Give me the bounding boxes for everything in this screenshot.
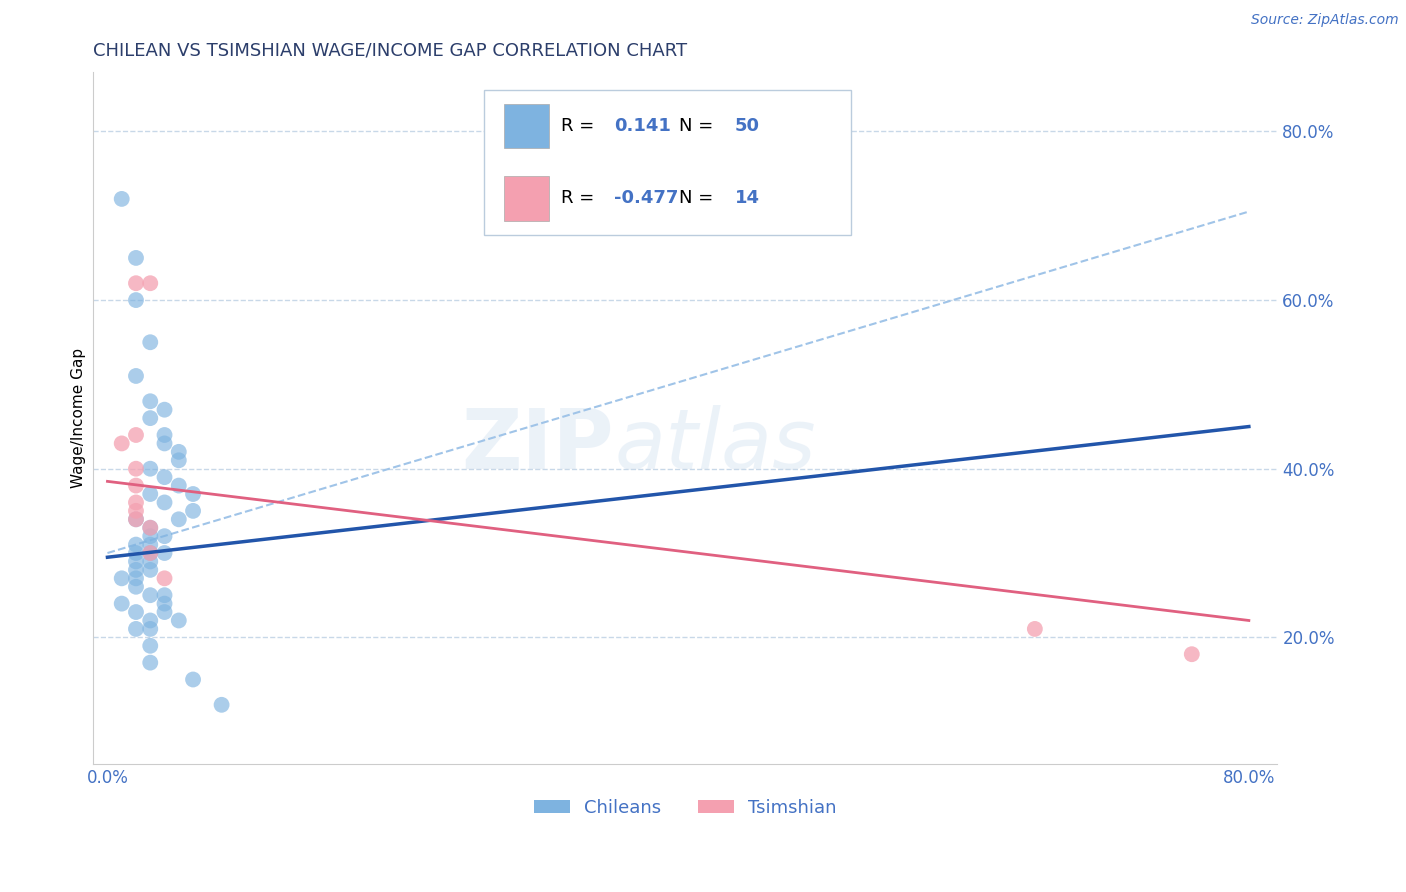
Point [139,546,162,560]
Point [125,461,148,475]
Point [167,512,190,526]
Point [111,436,134,450]
Point [125,622,148,636]
Point [125,504,148,518]
Point [125,580,148,594]
Point [111,597,134,611]
Bar [505,176,550,221]
Point [125,538,148,552]
Text: N =: N = [679,189,714,207]
Point [153,588,176,602]
Text: CHILEAN VS TSIMSHIAN WAGE/INCOME GAP CORRELATION CHART: CHILEAN VS TSIMSHIAN WAGE/INCOME GAP COR… [93,42,688,60]
Point [111,192,134,206]
Point [167,445,190,459]
Point [139,521,162,535]
Text: R =: R = [561,118,595,136]
Point [125,512,148,526]
Point [139,563,162,577]
Point [167,478,190,492]
Text: -0.477: -0.477 [614,189,679,207]
Point [153,436,176,450]
Point [153,529,176,543]
Point [139,529,162,543]
Point [153,495,176,509]
Text: R =: R = [561,189,595,207]
Text: atlas: atlas [614,405,815,486]
Point [125,563,148,577]
Point [153,428,176,442]
Point [139,588,162,602]
Point [139,487,162,501]
FancyBboxPatch shape [484,90,851,235]
Point [125,251,148,265]
Point [167,453,190,467]
Point [111,571,134,585]
Point [125,277,148,291]
Point [139,622,162,636]
Bar [505,103,550,148]
Point [181,487,204,501]
Point [125,605,148,619]
Point [139,639,162,653]
Point [153,470,176,484]
Point [125,478,148,492]
Point [153,402,176,417]
Legend: Chileans, Tsimshian: Chileans, Tsimshian [527,791,844,824]
Point [139,394,162,409]
Point [167,614,190,628]
Point [125,512,148,526]
Point [139,538,162,552]
Point [125,571,148,585]
Text: 50: 50 [735,118,761,136]
Point [139,614,162,628]
Point [211,698,233,712]
Point [125,554,148,568]
Point [181,504,204,518]
Point [181,673,204,687]
Point [153,605,176,619]
Point [139,411,162,425]
Point [139,521,162,535]
Point [125,495,148,509]
Point [139,656,162,670]
Point [125,368,148,383]
Point [139,277,162,291]
Text: 14: 14 [735,189,761,207]
Point [125,293,148,307]
Point [1024,622,1046,636]
Point [1181,647,1204,661]
Text: ZIP: ZIP [461,405,614,486]
Point [125,546,148,560]
Point [139,335,162,350]
Point [153,597,176,611]
Point [139,461,162,475]
Point [153,546,176,560]
Point [139,546,162,560]
Point [153,571,176,585]
Point [139,554,162,568]
Text: N =: N = [679,118,714,136]
Y-axis label: Wage/Income Gap: Wage/Income Gap [72,348,86,488]
Text: 0.141: 0.141 [614,118,671,136]
Text: Source: ZipAtlas.com: Source: ZipAtlas.com [1251,13,1399,28]
Point [125,428,148,442]
